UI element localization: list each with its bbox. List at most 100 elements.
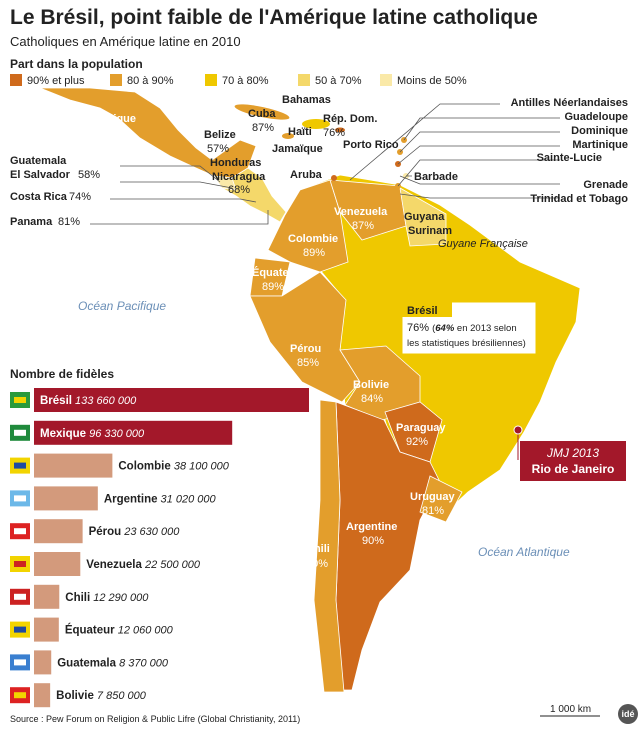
cuba-shape (234, 104, 290, 120)
uruguay-shape (419, 475, 463, 523)
country-share: 87% (252, 122, 274, 134)
legend-label: 80 à 90% (127, 75, 174, 87)
bar-label: Brésil 133 660 000 (40, 395, 137, 407)
colombia-shape (267, 179, 349, 273)
brazil-note-part: ( (432, 323, 436, 334)
country-name: Colombie (288, 233, 338, 245)
hispaniola-shape (302, 119, 330, 129)
value-label: 12 290 000 (93, 592, 149, 604)
country-name: Antilles Néerlandaises (511, 97, 628, 109)
bar-label: Mexique 96 330 000 (40, 428, 145, 440)
venezuela-shape (329, 179, 407, 241)
legend-label: 70 à 80% (222, 75, 269, 87)
country-name: Chili (306, 543, 330, 555)
country-share: 58% (78, 169, 100, 181)
country-name: Surinam (408, 225, 452, 237)
category-label: Mexique (40, 428, 86, 440)
legend-swatch (205, 74, 217, 86)
source: Source : Pew Forum on Religion & Public … (10, 714, 300, 724)
category-label: Colombie (118, 461, 170, 473)
value-label: 7 850 000 (97, 690, 147, 702)
country-name: Belize (204, 129, 236, 141)
country-name: Aruba (290, 169, 323, 181)
brazil-note-part: 64% (435, 323, 455, 334)
country-name: Guadeloupe (564, 111, 628, 123)
bar-label: Venezuela 22 500 000 (86, 559, 201, 571)
country-name: Venezuela (334, 206, 388, 218)
value-label: 96 330 000 (89, 428, 145, 440)
guyanas-shape (399, 187, 447, 247)
chart-title: Nombre de fidèles (10, 367, 114, 381)
value-label: 38 100 000 (174, 461, 230, 473)
country-name: Dominique (571, 125, 628, 137)
country-share: 89% (303, 247, 325, 259)
title: Le Brésil, point faible de l'Amérique la… (10, 6, 538, 29)
country-name: Trinidad et Tobago (530, 193, 628, 205)
category-label: Brésil (40, 395, 72, 407)
country-name: Bolivie (353, 379, 389, 391)
bar (34, 552, 81, 576)
country-share: 80% (306, 558, 328, 570)
bar-label: Pérou 23 630 000 (89, 526, 181, 538)
bar-label: Argentine 31 020 000 (104, 493, 217, 505)
mexico-shape (39, 87, 257, 179)
value-label: 22 500 000 (144, 559, 201, 571)
chile-shape (313, 399, 345, 693)
flag-detail (14, 429, 26, 436)
flag-detail (14, 593, 26, 600)
category-label: Guatemala (57, 657, 116, 669)
country-name: Uruguay (410, 491, 456, 503)
event-title: JMJ 2013 (546, 446, 599, 460)
country-name: Honduras (210, 157, 261, 169)
rio-dot (513, 425, 523, 435)
value-label: 133 660 000 (75, 395, 137, 407)
value-label: 8 370 000 (119, 657, 169, 669)
jamaica-shape (282, 133, 294, 139)
value-label: 12 060 000 (118, 625, 174, 637)
brazil-note-part: en 2013 selon (454, 323, 516, 334)
country-name: Panama (10, 216, 53, 228)
bar (34, 420, 233, 445)
ocean: Océan Atlantique (478, 545, 570, 559)
country-share: 89% (100, 127, 122, 139)
flag-detail (14, 626, 26, 633)
category-label: Pérou (89, 526, 122, 538)
bar (34, 388, 309, 412)
bar (34, 584, 60, 609)
subtitle: Catholiques en Amérique latine en 2010 (10, 34, 241, 49)
country-name: Guyana (404, 211, 445, 223)
paraguay-shape (384, 401, 443, 463)
country-name: Sainte-Lucie (537, 152, 602, 164)
country-share: 89% (262, 281, 284, 293)
event-place: Rio de Janeiro (532, 462, 615, 476)
legend-swatch (298, 74, 310, 86)
country-share: 74% (69, 191, 91, 203)
country-name: Équateur (252, 266, 300, 279)
country-share: 84% (361, 393, 383, 405)
flag-detail (14, 528, 26, 535)
value-label: 31 020 000 (161, 493, 217, 505)
legend-label: 50 à 70% (315, 75, 362, 87)
ocean: Océan Pacifique (78, 299, 166, 313)
legend-label: Moins de 50% (397, 75, 467, 87)
country-name: Bahamas (282, 94, 331, 106)
country-name: Porto Rico (343, 139, 399, 151)
scale-label: 1 000 km (550, 704, 591, 715)
country-name: Cuba (248, 108, 276, 120)
brazil-note: les statistiques brésiliennes) (407, 338, 526, 349)
country-name: Grenade (583, 179, 628, 191)
legend-label: 90% et plus (27, 75, 85, 87)
country-name: Argentine (346, 521, 397, 533)
legend-swatch (380, 74, 392, 86)
guatemala-shape (213, 175, 237, 191)
bar (34, 683, 51, 708)
bar-label: Chili 12 290 000 (65, 592, 149, 604)
country-name: El Salvador (10, 169, 71, 181)
legend-title: Part dans la population (10, 57, 143, 71)
category-label: Chili (65, 592, 90, 604)
flag-detail (14, 397, 26, 403)
flag-detail (14, 659, 26, 666)
country-share: 68% (228, 184, 250, 196)
country-share: 85% (297, 357, 319, 369)
country-name: Guyane Française (438, 238, 528, 250)
